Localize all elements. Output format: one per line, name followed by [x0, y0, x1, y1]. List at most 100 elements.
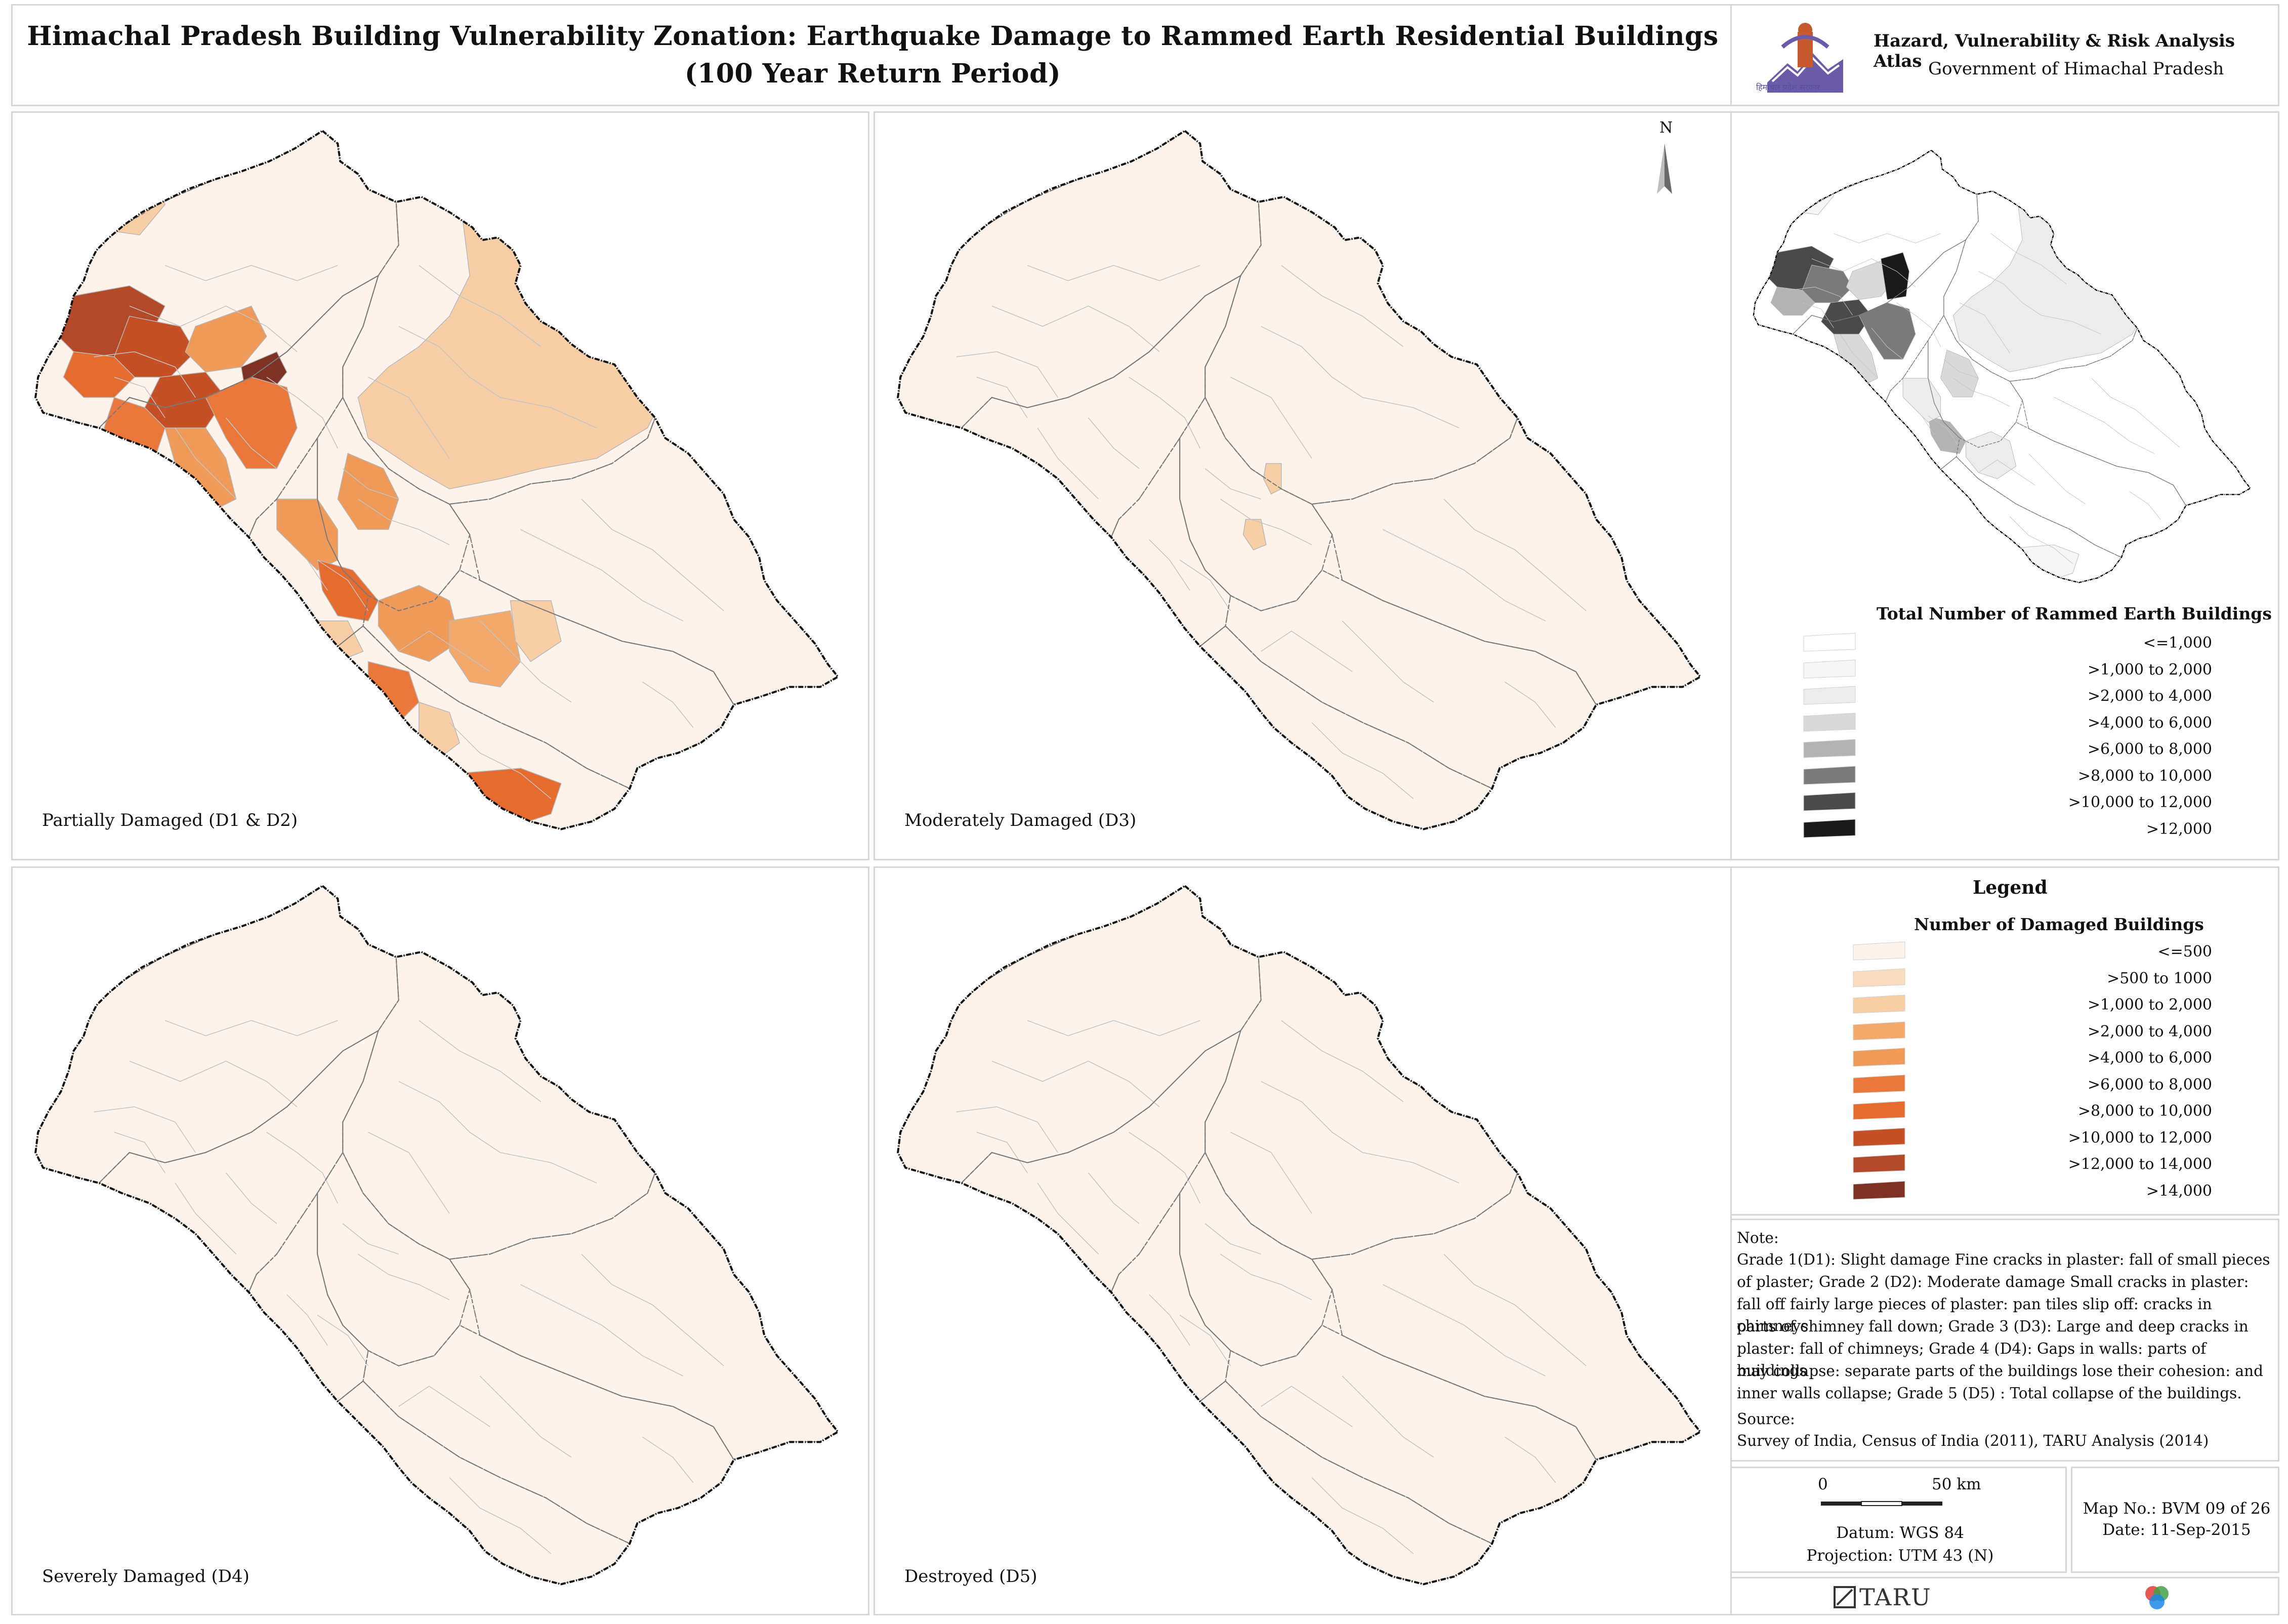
subdivision-boundary	[286, 539, 328, 591]
legend-label: >500 to 1000	[2107, 969, 2212, 987]
subdivision-boundary	[266, 1132, 338, 1204]
legend-swatch	[1853, 1101, 1905, 1120]
subdivision-boundary	[342, 1223, 399, 1255]
subdivision-boundary	[225, 418, 277, 469]
page-subtitle: (100 Year Return Period)	[684, 58, 1061, 89]
legend-label: >6,000 to 8,000	[2087, 1075, 2212, 1094]
state-boundary	[34, 130, 840, 830]
subdivision-boundary	[1129, 377, 1200, 449]
legend-panel: Legend Number of Damaged Buildings <=500…	[1730, 866, 2279, 1216]
subdivision-area	[449, 610, 521, 688]
subdivision-boundary	[581, 498, 724, 611]
subdivision-boundary	[357, 1254, 450, 1301]
district-boundary	[1311, 1172, 1700, 1461]
legend-label: >10,000 to 12,000	[2068, 794, 2212, 811]
subdivision-boundary	[1220, 1254, 1312, 1301]
subdivision-boundary	[1129, 1132, 1200, 1204]
subdivision-boundary	[1811, 258, 1916, 287]
legend-label: >8,000 to 10,000	[2077, 767, 2212, 785]
state-fill	[35, 886, 838, 1585]
subdivision-boundary	[129, 305, 298, 352]
subdivision-boundary	[976, 377, 1028, 418]
subdivision-boundary	[1504, 1436, 1556, 1483]
subdivision-boundary	[94, 1106, 196, 1153]
legend-swatch	[1853, 1127, 1905, 1147]
legend-swatch	[1803, 659, 1856, 679]
atlas-subtitle: Government of Himachal Pradesh	[1928, 59, 2224, 79]
district-boundary	[1179, 1151, 1333, 1366]
subdivision-boundary	[1959, 302, 2010, 353]
subdivision-area	[337, 452, 399, 530]
note-line: plaster: fall of chimneys; Grade 4 (D4):…	[1737, 1340, 2207, 1379]
subdivision-boundary	[449, 722, 552, 799]
scale-zero: 0	[1818, 1475, 1828, 1493]
subdivision-boundary	[1281, 265, 1404, 347]
subdivision-boundary	[1311, 722, 1414, 799]
subdivision-boundary	[1149, 1294, 1190, 1346]
subdivision-boundary	[1790, 286, 1853, 316]
district-boundary	[317, 396, 471, 611]
subdivision-boundary	[1840, 334, 1878, 379]
note-panel: Note: Grade 1(D1): Slight damage Fine cr…	[1730, 1219, 2279, 1462]
legend-label: >14,000	[2146, 1182, 2212, 1200]
state-boundary	[1753, 149, 2252, 584]
subdivision-boundary	[342, 468, 399, 499]
note-line: may collapse: separate parts of the buil…	[1737, 1362, 2264, 1380]
subdivision-boundary	[1871, 327, 1903, 360]
subdivision-boundary	[1443, 1254, 1587, 1366]
subdivision-boundary	[2129, 491, 2161, 520]
note-line: parts of chimney fall down; Grade 3 (D3)…	[1737, 1318, 2249, 1335]
subdivision-area	[317, 559, 379, 621]
map-panel-partial: Partially Damaged (D1 & D2)	[11, 111, 869, 860]
subdivision-boundary	[317, 1314, 369, 1366]
subdivision-boundary	[1027, 265, 1200, 281]
subdivision-boundary	[1342, 1376, 1434, 1458]
map-label-moderate: Moderately Damaged (D3)	[904, 810, 1137, 830]
subdivision-boundary	[286, 1294, 328, 1346]
subdivision-boundary	[225, 1173, 277, 1224]
subdivision-boundary	[1383, 1284, 1546, 1377]
subdivision-area	[1965, 431, 2017, 479]
inset-legend-title: Total Number of Rammed Earth Buildings	[1877, 604, 2272, 623]
note-line: fall off fairly large pieces of plaster:…	[1737, 1296, 2212, 1335]
subdivision-boundary	[398, 326, 597, 429]
subdivision-boundary	[1342, 620, 1434, 703]
subdivision-boundary	[520, 1284, 684, 1377]
subdivision-boundary	[1978, 271, 2101, 335]
district-boundary	[448, 1172, 838, 1461]
subdivision-boundary	[368, 1132, 450, 1214]
subdivision-boundary	[520, 529, 684, 621]
brand-name: TARU	[1859, 1584, 1932, 1611]
subdivision-boundary	[2054, 397, 2155, 454]
subdivision-boundary	[398, 1081, 597, 1184]
legend-label: >1,000 to 2,000	[2087, 996, 2212, 1014]
district-boundary	[1928, 314, 2023, 448]
source-heading: Source:	[1737, 1410, 1795, 1428]
subdivision-boundary	[2009, 516, 2073, 564]
subdivision-area	[510, 600, 562, 662]
subdivision-area	[1928, 415, 1966, 454]
subdivision-boundary	[1037, 428, 1099, 499]
subdivision-boundary	[1909, 403, 1935, 435]
subdivision-boundary	[114, 377, 165, 418]
district-boundary	[317, 1151, 471, 1366]
subdivision-boundary	[1204, 1223, 1261, 1255]
state-fill	[898, 886, 1700, 1585]
legend-swatch	[1853, 994, 1905, 1014]
subdivision-area	[378, 585, 460, 662]
subdivision-boundary	[1834, 233, 1941, 243]
subdivision-area	[1770, 286, 1815, 316]
inset-map-total-buildings	[1753, 149, 2252, 584]
subdivision-boundary	[1088, 418, 1140, 469]
page-title: Himachal Pradesh Building Vulnerability …	[27, 21, 1719, 52]
subdivision-boundary	[976, 1132, 1028, 1173]
subdivision-boundary	[1281, 1020, 1404, 1102]
legend-label: >2,000 to 4,000	[2087, 687, 2212, 705]
state-boundary	[897, 885, 1702, 1586]
note-heading: Note:	[1737, 1229, 1779, 1246]
subdivision-boundary	[1261, 1386, 1353, 1427]
subdivision-boundary	[368, 377, 450, 459]
subdivision-boundary	[266, 377, 338, 449]
legend-swatch	[1803, 765, 1856, 785]
subdivision-boundary	[357, 498, 450, 546]
